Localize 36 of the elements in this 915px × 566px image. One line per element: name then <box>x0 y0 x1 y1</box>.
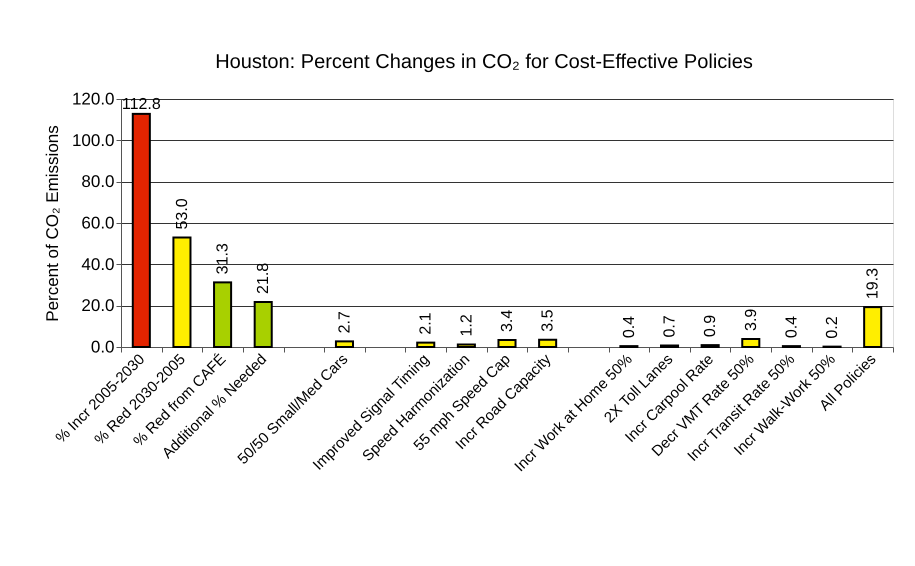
y-tick-label: 40.0 <box>81 254 114 274</box>
bar <box>416 342 436 348</box>
bar <box>132 112 151 348</box>
y-tick-label: 20.0 <box>81 296 114 316</box>
bar <box>254 300 273 348</box>
data-label: 0.4 <box>620 316 638 338</box>
data-label: 21.8 <box>255 262 272 294</box>
data-label: 0.4 <box>783 316 800 338</box>
y-axis-title: Percent of CO₂ Emissions <box>42 125 62 322</box>
bar <box>863 306 882 348</box>
bar <box>213 281 232 348</box>
data-label: 53.0 <box>174 198 191 230</box>
data-label: 0.2 <box>824 316 842 339</box>
data-label: 2.1 <box>418 312 435 335</box>
bar <box>497 338 517 348</box>
data-label: 112.8 <box>122 96 161 113</box>
data-label: 3.4 <box>499 310 516 332</box>
y-tick-label: 60.0 <box>81 214 114 232</box>
bar <box>741 338 760 348</box>
data-label: 31.3 <box>214 243 232 274</box>
y-tick-label: 100.0 <box>72 130 114 150</box>
data-label: 1.2 <box>458 314 476 337</box>
data-label: 2.7 <box>336 311 354 334</box>
y-tick-label: 120.0 <box>72 90 114 108</box>
y-tick-label: 0.0 <box>90 338 114 356</box>
data-label: 0.7 <box>662 315 679 338</box>
chart-title: Houston: Percent Changes in CO₂ for Cost-Effective Policies <box>215 51 753 73</box>
y-tick-label: 80.0 <box>81 172 114 192</box>
data-label: 0.9 <box>702 314 720 338</box>
bar <box>172 236 192 348</box>
bar <box>456 344 476 348</box>
data-label: 3.5 <box>540 309 557 332</box>
data-label: 3.9 <box>742 308 760 331</box>
data-label: 19.3 <box>864 268 882 300</box>
bar <box>334 340 354 348</box>
bar <box>538 338 558 348</box>
